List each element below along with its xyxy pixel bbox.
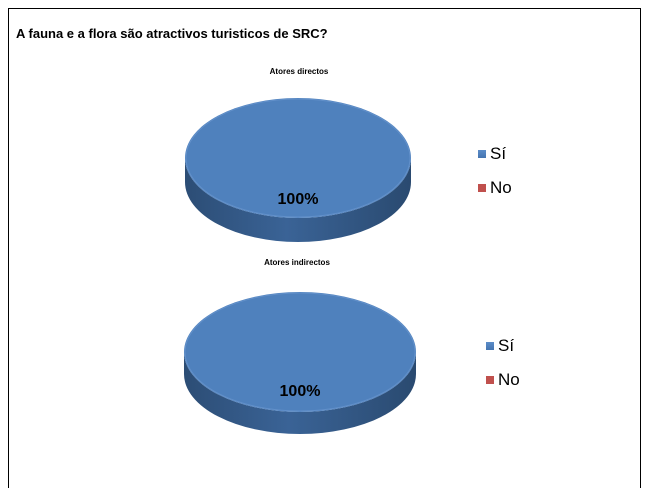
legend-label-0-0: Sí — [490, 144, 506, 163]
data-label-0: 100% — [278, 191, 319, 208]
pie-rim-1 — [184, 292, 416, 412]
chart-title-directos: Atores directos — [269, 67, 329, 76]
chart-title-indirectos: Atores indirectos — [264, 258, 330, 267]
legend-label-1-1: No — [498, 370, 520, 389]
legend-swatch-1-1 — [486, 376, 494, 384]
legend-swatch-0-0 — [478, 150, 486, 158]
legend-label-1-0: Sí — [498, 336, 514, 355]
pie-slice-0-0 — [185, 98, 411, 218]
pie-chart-1: 100% Sí No — [184, 292, 520, 434]
pie-rim-0 — [185, 98, 411, 218]
pie-side-0 — [185, 158, 411, 242]
legend-swatch-0-1 — [478, 184, 486, 192]
page-title: A fauna e a flora são atractivos turisti… — [16, 26, 328, 41]
pie-side-1 — [184, 352, 416, 434]
pie-slice-1-0 — [184, 292, 416, 412]
pie-chart-0: 100% Sí No — [185, 98, 512, 242]
data-label-1: 100% — [280, 383, 321, 400]
legend-label-0-1: No — [490, 178, 512, 197]
legend-swatch-1-0 — [486, 342, 494, 350]
